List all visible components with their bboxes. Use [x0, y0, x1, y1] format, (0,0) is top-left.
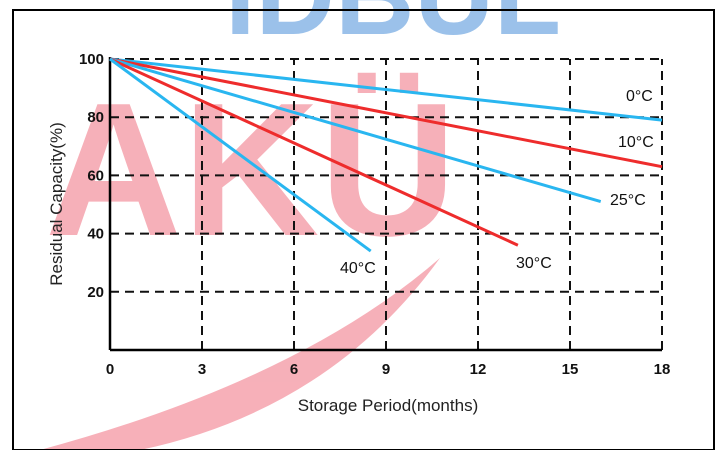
series-label: 40°C: [340, 260, 376, 277]
series-lines: [109, 57, 663, 253]
y-tick-label: 80: [87, 109, 104, 126]
x-tick-label: 12: [470, 361, 487, 378]
x-tick-label: 9: [382, 361, 390, 378]
watermark-main-text: AKÜ: [45, 64, 457, 276]
x-tick-label: 18: [654, 361, 671, 378]
series-label: 30°C: [516, 255, 552, 272]
series-line: [109, 57, 663, 122]
series-label: 25°C: [610, 192, 646, 209]
grid: [110, 58, 663, 350]
series-line: [109, 57, 602, 204]
axes: [108, 57, 662, 352]
tick-labels: 0 3 6 9 12 15 18 100 80 60 40 20: [79, 51, 670, 378]
x-axis-label: Storage Period(months): [298, 396, 478, 415]
y-tick-label: 20: [87, 284, 104, 301]
series-line: [109, 57, 372, 253]
x-tick-label: 0: [106, 361, 114, 378]
series-labels: 0°C 10°C 25°C 30°C 40°C: [340, 88, 654, 277]
watermark-top-text: IDBUL: [225, 0, 561, 58]
series-line: [109, 57, 663, 169]
y-tick-label: 40: [87, 226, 104, 243]
watermark-swoosh: [40, 258, 440, 450]
x-tick-label: 3: [198, 361, 206, 378]
series-label: 0°C: [626, 88, 653, 105]
x-tick-label: 15: [562, 361, 579, 378]
y-tick-label: 100: [79, 51, 104, 68]
x-tick-label: 6: [290, 361, 298, 378]
y-tick-label: 60: [87, 167, 104, 184]
series-line: [109, 57, 519, 247]
y-axis-label: Residual Capacity(%): [47, 122, 66, 285]
watermark: IDBUL AKÜ: [40, 0, 561, 450]
series-label: 10°C: [618, 134, 654, 151]
